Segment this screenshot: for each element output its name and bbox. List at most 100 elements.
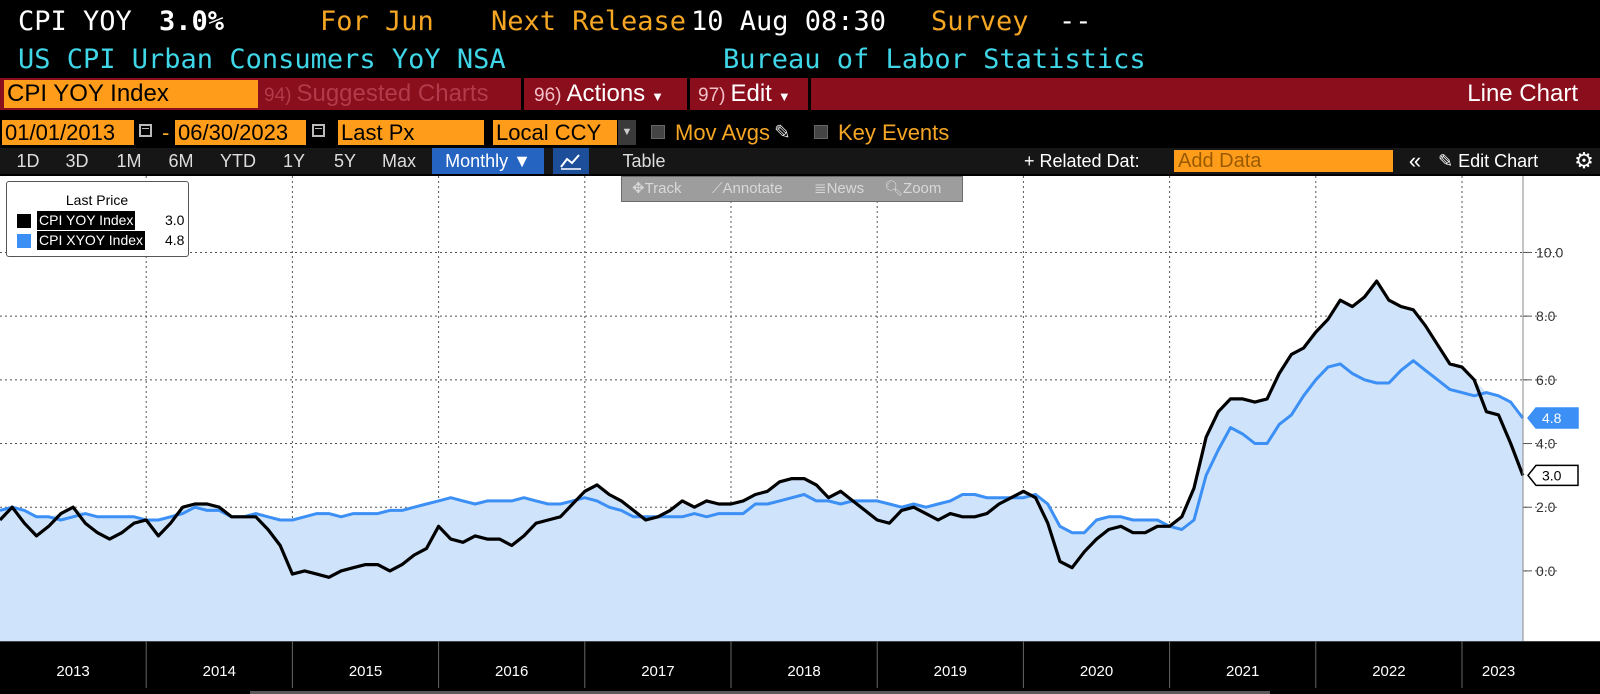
next-release-value: 10 Aug 08:30 — [691, 6, 887, 37]
pencil-icon: ✎ — [1438, 151, 1454, 171]
add-data-input[interactable]: Add Data — [1174, 150, 1393, 172]
suggested-charts-label: Suggested Charts — [296, 80, 489, 107]
frequency-select[interactable]: Monthly ▼ — [432, 148, 544, 174]
legend-swatch — [17, 214, 31, 228]
range-max-button[interactable]: Max — [381, 151, 416, 171]
date-separator: - — [162, 120, 170, 145]
header-value: 3.0% — [159, 6, 225, 37]
y-tick-label: 6.0 — [1536, 372, 1556, 388]
series-line-cpi-xyoy[interactable] — [0, 359, 1525, 535]
range-1d-button[interactable]: 1D — [16, 151, 40, 171]
news-label: News — [826, 180, 865, 197]
range-ytd-button[interactable]: YTD — [220, 151, 256, 171]
suggested-charts-button[interactable]: 94) Suggested Charts — [264, 80, 489, 108]
key-events-label: Key Events — [838, 120, 950, 145]
calendar-icon[interactable] — [312, 124, 325, 137]
related-data-button[interactable]: + Related Dat: — [1024, 151, 1140, 171]
y-tick-label: 4.0 — [1536, 436, 1556, 452]
range-toolbar: 1D 3D 1M 6M YTD 1Y 5Y Max Monthly ▼ Tabl… — [0, 148, 1600, 174]
header-ticker: CPI YOY — [18, 6, 132, 37]
annotate-label: Annotate — [722, 180, 783, 197]
range-6m-button[interactable]: 6M — [168, 151, 194, 171]
mov-avgs-label: Mov Avgs — [675, 120, 770, 145]
collapse-icon[interactable]: « — [1408, 148, 1422, 173]
line-chart-icon[interactable] — [553, 148, 589, 174]
x-tick-label: 2017 — [641, 663, 674, 680]
legend-title: Last Price — [65, 192, 129, 208]
legend-series-name: CPI XYOY Index — [37, 231, 146, 250]
y-tick-label: 2.0 — [1536, 499, 1556, 515]
function-bar: CPI YOY Index 94) Suggested Charts 96) Act… — [0, 78, 1600, 110]
last-value-tag-cpi-xyoy: 4.8 — [1527, 407, 1579, 429]
header-description: US CPI Urban Consumers YoY NSA — [18, 44, 506, 75]
mov-avgs-checkbox[interactable] — [651, 125, 665, 139]
range-1m-button[interactable]: 1M — [116, 151, 142, 171]
pencil-icon[interactable]: ✎ — [774, 122, 791, 144]
horizontal-scrollbar[interactable] — [250, 691, 1270, 694]
edit-menu-button[interactable]: 97) Edit ▼ — [698, 80, 791, 108]
zoom-tool[interactable]: 🔍︎ Zoom — [884, 177, 941, 201]
x-tick-label: 2013 — [56, 663, 89, 680]
y-tick-label: 10.0 — [1536, 244, 1563, 260]
annotate-tool[interactable]: ⟋ Annotate — [712, 177, 783, 201]
divider — [808, 78, 811, 110]
range-3d-button[interactable]: 3D — [65, 151, 89, 171]
x-tick-label: 2020 — [1080, 663, 1113, 680]
chart-area: 0.0 2.0 4.0 6.0 8.0 10.0 3.0 4.8 2013 2014 2015 201… — [0, 176, 1600, 694]
edit-chart-label: Edit Chart — [1458, 151, 1539, 171]
chevron-down-icon[interactable]: ▼ — [618, 120, 636, 145]
range-1y-button[interactable]: 1Y — [282, 151, 306, 171]
price-field-select[interactable]: Last Px — [338, 120, 484, 145]
actions-num: 96) — [534, 85, 562, 106]
range-5y-button[interactable]: 5Y — [333, 151, 357, 171]
series-line-cpi-yoy[interactable] — [0, 279, 1525, 579]
calendar-icon[interactable] — [139, 124, 152, 137]
y-tick-label: 0.0 — [1536, 563, 1556, 579]
x-tick-label: 2014 — [203, 663, 236, 680]
x-tick-label: 2016 — [495, 663, 528, 680]
legend-swatch — [17, 234, 31, 248]
last-value-marker — [1527, 407, 1579, 429]
gear-icon[interactable]: ⚙ — [1574, 148, 1594, 173]
key-events-checkbox[interactable] — [814, 125, 828, 139]
legend-series-value: 3.0 — [165, 212, 185, 228]
parameters-row: 01/01/2013 - 06/30/2023 Last Px Local CC… — [0, 120, 1600, 146]
edit-chart-button[interactable]: ✎ Edit Chart — [1438, 148, 1580, 174]
news-tool[interactable]: ≣ News — [814, 177, 864, 201]
legend-series-name: CPI YOY Index — [37, 211, 136, 230]
price-chart[interactable]: 0.0 2.0 4.0 6.0 8.0 10.0 3.0 4.8 2013 2014 2015 201… — [0, 176, 1600, 694]
actions-label: Actions — [566, 80, 646, 107]
x-tick-label: 2021 — [1226, 663, 1259, 680]
track-tool[interactable]: ✥ Track — [632, 177, 682, 201]
x-tick-label: 2023 — [1482, 663, 1515, 680]
start-date-field[interactable]: 01/01/2013 — [2, 120, 134, 145]
divider — [687, 78, 690, 110]
actions-menu-button[interactable]: 96) Actions ▼ — [534, 80, 664, 108]
track-label: Track — [644, 180, 682, 197]
edit-num: 97) — [698, 85, 726, 106]
survey-label: Survey — [931, 6, 1029, 37]
divider — [521, 78, 524, 110]
x-tick-label: 2022 — [1372, 663, 1405, 680]
edit-label: Edit — [730, 80, 772, 107]
security-input[interactable]: CPI YOY Index — [4, 80, 258, 108]
y-tick-label: 8.0 — [1536, 308, 1556, 324]
zoom-label: Zoom — [903, 180, 942, 197]
header-source: Bureau of Labor Statistics — [723, 44, 1146, 75]
legend-series-value: 4.8 — [165, 232, 185, 248]
currency-select[interactable]: Local CCY — [493, 120, 617, 145]
suggested-charts-num: 94) — [264, 85, 292, 106]
chart-tool-palette: ✥ Track ⟋ Annotate ≣ News 🔍︎ Zoom — [621, 176, 963, 202]
x-tick-label: 2015 — [349, 663, 382, 680]
last-value-label: 4.8 — [1542, 410, 1562, 426]
survey-value: -- — [1059, 6, 1092, 37]
chart-type-title: Line Chart — [1467, 80, 1578, 107]
chevron-down-icon: ▼ — [651, 89, 665, 104]
next-release-label: Next Release — [491, 6, 687, 37]
end-date-field[interactable]: 06/30/2023 — [175, 120, 306, 145]
last-value-label: 3.0 — [1542, 467, 1562, 483]
table-button[interactable]: Table — [622, 151, 666, 171]
last-value-tag-cpi-yoy: 3.0 — [1527, 464, 1579, 487]
x-tick-label: 2018 — [787, 663, 820, 680]
x-tick-label: 2019 — [934, 663, 967, 680]
